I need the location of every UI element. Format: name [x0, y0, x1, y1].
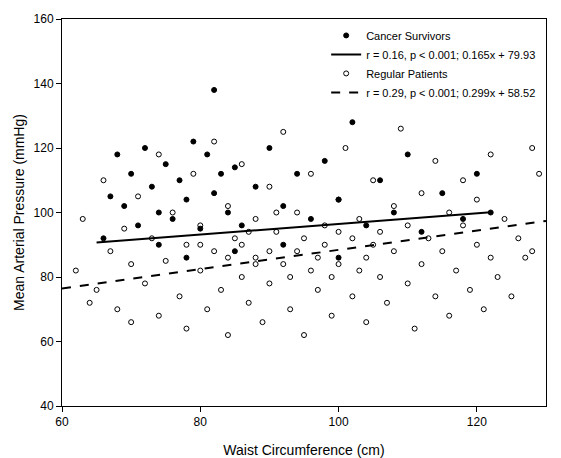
svg-text:Mean Arterial Pressure (mmHg): Mean Arterial Pressure (mmHg)	[11, 114, 27, 311]
svg-text:Regular Patients: Regular Patients	[366, 68, 448, 80]
svg-text:80: 80	[194, 415, 208, 429]
svg-text:60: 60	[55, 415, 69, 429]
svg-text:100: 100	[329, 415, 349, 429]
svg-text:160: 160	[34, 12, 54, 26]
svg-text:120: 120	[467, 415, 487, 429]
svg-text:100: 100	[34, 206, 54, 220]
svg-text:Cancer Survivors: Cancer Survivors	[366, 30, 451, 42]
svg-text:120: 120	[34, 141, 54, 155]
svg-text:r = 0.29, p < 0.001; 0.299x +: r = 0.29, p < 0.001; 0.299x + 58.52	[366, 87, 535, 99]
svg-text:40: 40	[40, 399, 54, 413]
svg-text:80: 80	[40, 270, 54, 284]
svg-text:60: 60	[40, 335, 54, 349]
svg-text:r = 0.16, p < 0.001; 0.165x +: r = 0.16, p < 0.001; 0.165x + 79.93	[366, 49, 535, 61]
svg-text:Waist Circumference (cm): Waist Circumference (cm)	[223, 442, 384, 458]
svg-text:140: 140	[34, 77, 54, 91]
